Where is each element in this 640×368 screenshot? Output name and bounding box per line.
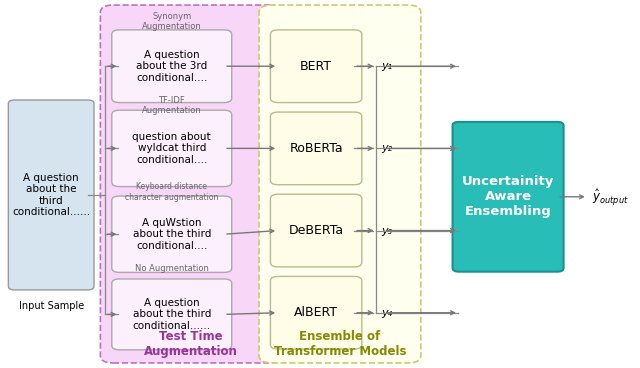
FancyBboxPatch shape <box>112 196 232 272</box>
Text: Ensemble of
Transformer Models: Ensemble of Transformer Models <box>274 330 406 358</box>
Text: Keyboard distance
character augmentation: Keyboard distance character augmentation <box>125 182 218 202</box>
Text: y₄: y₄ <box>381 308 392 318</box>
Text: y₂: y₂ <box>381 144 392 153</box>
Text: Input Sample: Input Sample <box>19 301 84 311</box>
Text: Synonym
Augmentation: Synonym Augmentation <box>142 12 202 31</box>
Text: Test Time
Augmentation: Test Time Augmentation <box>144 330 237 358</box>
Text: BERT: BERT <box>300 60 332 73</box>
Text: A question
about the
third
conditional......: A question about the third conditional..… <box>12 173 90 217</box>
FancyBboxPatch shape <box>271 194 362 267</box>
FancyBboxPatch shape <box>8 100 94 290</box>
Text: A quWstion
about the third
conditional....: A quWstion about the third conditional..… <box>132 217 211 251</box>
Text: Uncertainity
Aware
Ensembling: Uncertainity Aware Ensembling <box>462 175 554 218</box>
FancyBboxPatch shape <box>100 5 281 363</box>
Text: RoBERTa: RoBERTa <box>289 142 343 155</box>
Text: A question
about the third
conditional......: A question about the third conditional..… <box>132 298 211 331</box>
Text: No Augmentation: No Augmentation <box>135 264 209 273</box>
FancyBboxPatch shape <box>271 30 362 103</box>
Text: DeBERTa: DeBERTa <box>289 224 344 237</box>
FancyBboxPatch shape <box>112 279 232 350</box>
Text: y₃: y₃ <box>381 226 392 236</box>
Text: AlBERT: AlBERT <box>294 306 338 319</box>
Text: A question
about the 3rd
conditional....: A question about the 3rd conditional.... <box>136 50 207 83</box>
FancyBboxPatch shape <box>112 30 232 103</box>
Text: TF-IDF
Augmentation: TF-IDF Augmentation <box>142 96 202 115</box>
Text: y₁: y₁ <box>381 61 392 71</box>
FancyBboxPatch shape <box>452 122 564 272</box>
FancyBboxPatch shape <box>112 110 232 187</box>
Text: $\hat{y}_{output}$: $\hat{y}_{output}$ <box>592 187 629 207</box>
FancyBboxPatch shape <box>271 112 362 185</box>
FancyBboxPatch shape <box>259 5 421 363</box>
Text: question about
wyldcat third
conditional....: question about wyldcat third conditional… <box>132 132 211 165</box>
FancyBboxPatch shape <box>271 276 362 349</box>
